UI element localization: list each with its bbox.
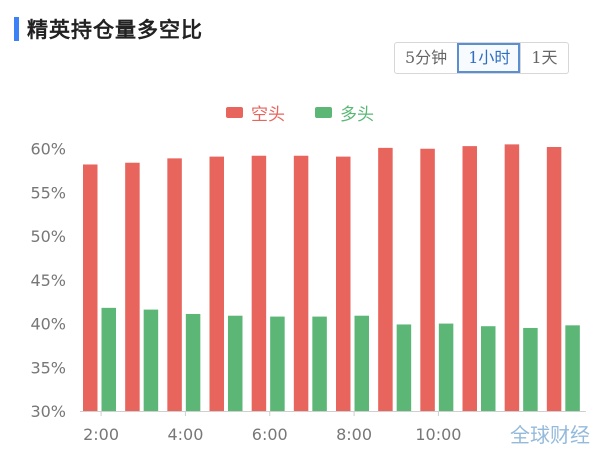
legend-swatch-long — [315, 107, 332, 118]
x-tick-label: 4:00 — [167, 425, 203, 444]
legend-item-short[interactable]: 空头 — [226, 100, 285, 125]
x-tick-label: 10:00 — [415, 425, 461, 444]
bar-short — [125, 162, 140, 411]
bar-long — [228, 315, 243, 411]
bar-short — [462, 146, 477, 411]
bar-short — [83, 164, 98, 411]
bar-short — [336, 156, 351, 411]
interval-1day-button[interactable]: 1天 — [520, 43, 567, 73]
bar-long — [481, 326, 496, 411]
page-header: 精英持仓量多空比 — [14, 16, 203, 42]
interval-1hour-button[interactable]: 1小时 — [457, 43, 521, 73]
bar-long — [523, 327, 538, 411]
bar-short — [546, 146, 562, 412]
bar-long — [143, 309, 159, 411]
bar-long — [396, 324, 412, 411]
bar-short — [378, 147, 393, 411]
legend-label-long: 多头 — [340, 105, 374, 125]
chart-legend: 空头 多头 — [0, 100, 600, 125]
y-tick-label: 50% — [30, 227, 66, 246]
y-tick-label: 35% — [30, 358, 66, 377]
bar-long — [270, 316, 285, 411]
interval-selector: 5分钟 1小时 1天 — [394, 42, 569, 74]
legend-item-long[interactable]: 多头 — [315, 100, 374, 125]
legend-label-short: 空头 — [251, 105, 285, 125]
bar-short — [167, 158, 182, 411]
bar-long — [312, 316, 327, 411]
bar-short — [420, 148, 435, 411]
x-tick-label: 6:00 — [252, 425, 288, 444]
bar-short — [209, 156, 224, 411]
interval-5min-button[interactable]: 5分钟 — [405, 48, 448, 67]
bar-long — [565, 325, 580, 411]
page-title: 精英持仓量多空比 — [27, 18, 203, 42]
y-tick-label: 40% — [30, 315, 66, 334]
bar-long — [185, 313, 201, 411]
bar-short — [293, 155, 309, 411]
bar-long — [354, 315, 369, 411]
y-tick-label: 30% — [30, 402, 66, 421]
title-accent-bar — [14, 17, 19, 41]
legend-swatch-short — [226, 107, 243, 118]
bar-long — [438, 323, 454, 411]
y-tick-label: 55% — [30, 183, 66, 202]
x-tick-label: 8:00 — [336, 425, 372, 444]
bar-short — [251, 155, 267, 411]
y-tick-label: 60% — [30, 140, 66, 159]
bar-short — [504, 144, 520, 411]
watermark-text: 全球财经 — [506, 419, 594, 448]
bar-long — [101, 307, 116, 411]
y-tick-label: 45% — [30, 271, 66, 290]
x-tick-label: 2:00 — [83, 425, 119, 444]
